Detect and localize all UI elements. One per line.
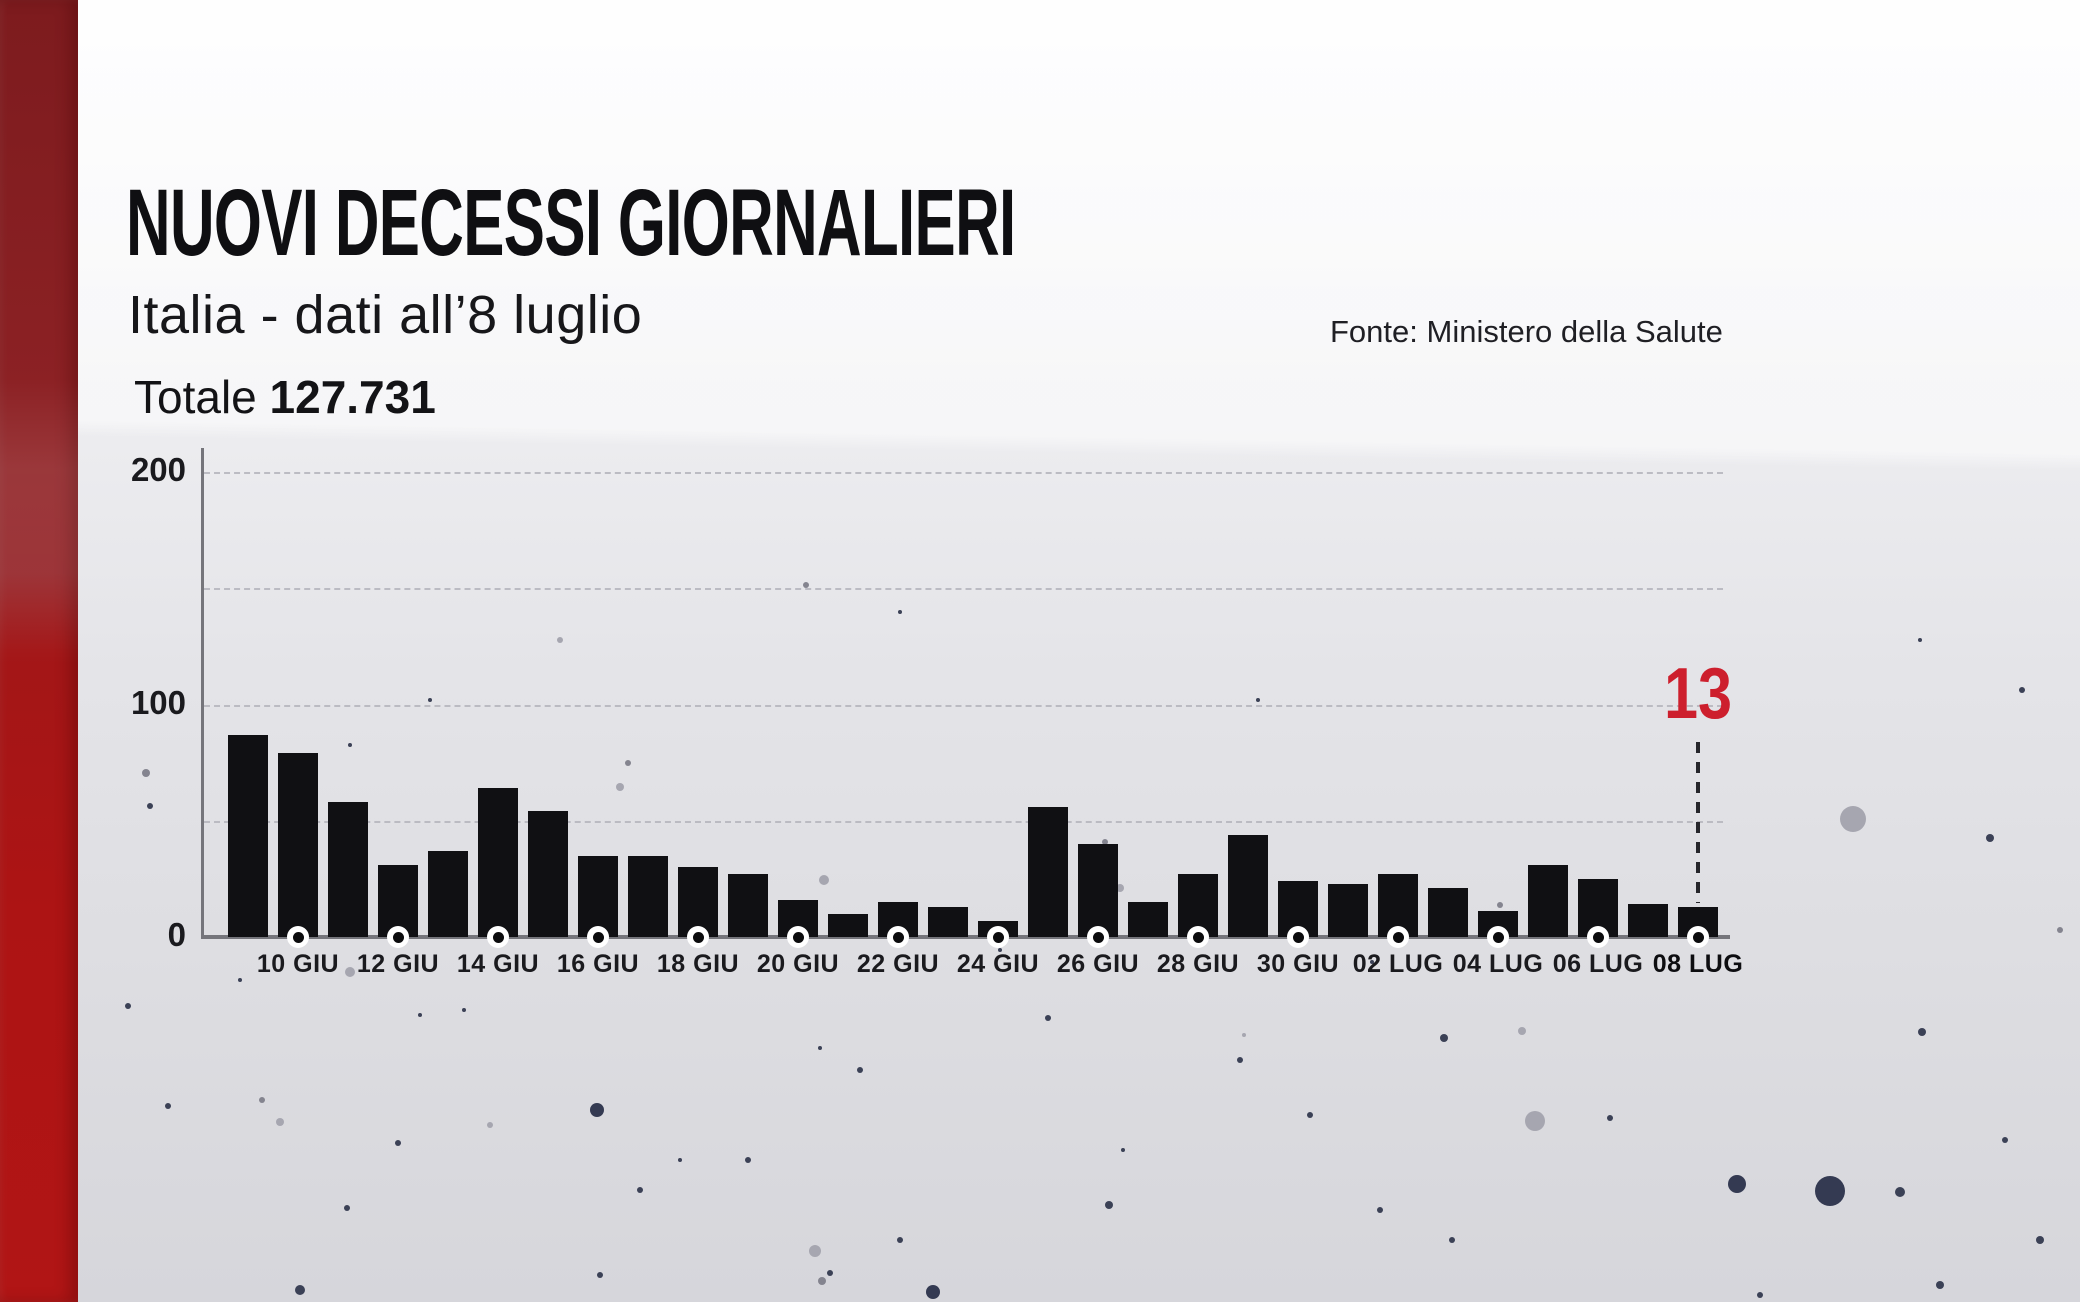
axis-marker-inner-04-lug	[1492, 931, 1504, 943]
x-tick-label-08-lug: 08 LUG	[1652, 950, 1744, 978]
axis-marker-inner-16-giu	[592, 931, 604, 943]
x-tick-label-04-lug: 04 LUG	[1452, 950, 1544, 978]
y-tick-label-0: 0	[167, 916, 186, 953]
axis-marker-inner-08-lug	[1692, 931, 1704, 943]
x-tick-label-30-giu: 30 GIU	[1256, 950, 1340, 978]
bar-19-giu	[728, 874, 768, 937]
axis-marker-inner-18-giu	[692, 931, 704, 943]
y-tick-label-100: 100	[130, 683, 186, 721]
x-axis-line	[201, 935, 1730, 939]
axis-marker-inner-30-giu	[1292, 931, 1304, 943]
x-tick-label-26-giu: 26 GIU	[1056, 950, 1140, 978]
total-label: Totale	[134, 371, 270, 423]
page-subtitle: Italia - dati all’8 luglio	[128, 285, 643, 345]
gridline-50	[204, 820, 1723, 823]
bar-18-giu	[678, 867, 718, 937]
axis-marker-inner-22-giu	[892, 931, 904, 943]
bar-25-giu	[1028, 807, 1068, 937]
gridline-150	[204, 588, 1723, 591]
axis-marker-inner-10-giu	[292, 931, 304, 943]
bar-13-giu	[428, 851, 468, 937]
axis-marker-inner-06-lug	[1592, 931, 1604, 943]
bar-11-giu	[328, 802, 368, 937]
x-tick-label-24-giu: 24 GIU	[956, 950, 1040, 978]
y-tick-label-200: 200	[130, 451, 186, 488]
gridline-200	[204, 472, 1723, 474]
axis-marker-inner-12-giu	[392, 931, 404, 943]
total-value: 127.731	[269, 371, 436, 423]
page-title: NUOVI DECESSI GIORNALIERI	[126, 170, 1016, 276]
x-tick-label-14-giu: 14 GIU	[456, 950, 540, 978]
x-tick-label-28-giu: 28 GIU	[1156, 950, 1240, 978]
bar-03-lug	[1428, 888, 1468, 937]
x-tick-label-16-giu: 16 GIU	[556, 950, 640, 978]
x-tick-label-10-giu: 10 GIU	[256, 950, 340, 978]
bar-07-lug	[1628, 904, 1668, 937]
left-red-brand-strip	[0, 0, 78, 1302]
axis-marker-inner-20-giu	[792, 931, 804, 943]
bar-09-giu	[228, 735, 268, 937]
x-tick-label-06-lug: 06 LUG	[1552, 950, 1644, 978]
bar-12-giu	[378, 865, 418, 937]
x-tick-label-12-giu: 12 GIU	[356, 950, 440, 978]
source-note: Fonte: Ministero della Salute	[1330, 314, 1723, 349]
bar-14-giu	[478, 788, 518, 937]
gridline-100	[204, 704, 1723, 707]
x-tick-label-22-giu: 22 GIU	[856, 950, 940, 978]
bar-05-lug	[1528, 865, 1568, 937]
x-tick-label-18-giu: 18 GIU	[656, 950, 740, 978]
bar-29-giu	[1228, 835, 1268, 937]
bar-10-giu	[278, 753, 318, 937]
axis-marker-inner-02-lug	[1392, 931, 1404, 943]
x-tick-label-02-lug: 02 LUG	[1352, 950, 1444, 978]
bar-26-giu	[1078, 844, 1118, 937]
total-line: Totale 127.731	[134, 370, 436, 424]
axis-marker-inner-28-giu	[1192, 931, 1204, 943]
annotation-dashed-line	[1696, 742, 1700, 903]
bar-17-giu	[628, 856, 668, 937]
y-axis-line	[201, 448, 204, 939]
bar-21-giu	[828, 914, 868, 937]
bar-27-giu	[1128, 902, 1168, 937]
bar-23-giu	[928, 907, 968, 937]
bar-16-giu	[578, 856, 618, 937]
axis-marker-inner-26-giu	[1092, 931, 1104, 943]
axis-marker-inner-14-giu	[492, 931, 504, 943]
x-tick-label-20-giu: 20 GIU	[756, 950, 840, 978]
axis-marker-inner-24-giu	[992, 931, 1004, 943]
annotation-value-label: 13	[1663, 654, 1733, 734]
bar-01-lug	[1328, 884, 1368, 937]
bar-15-giu	[528, 811, 568, 937]
